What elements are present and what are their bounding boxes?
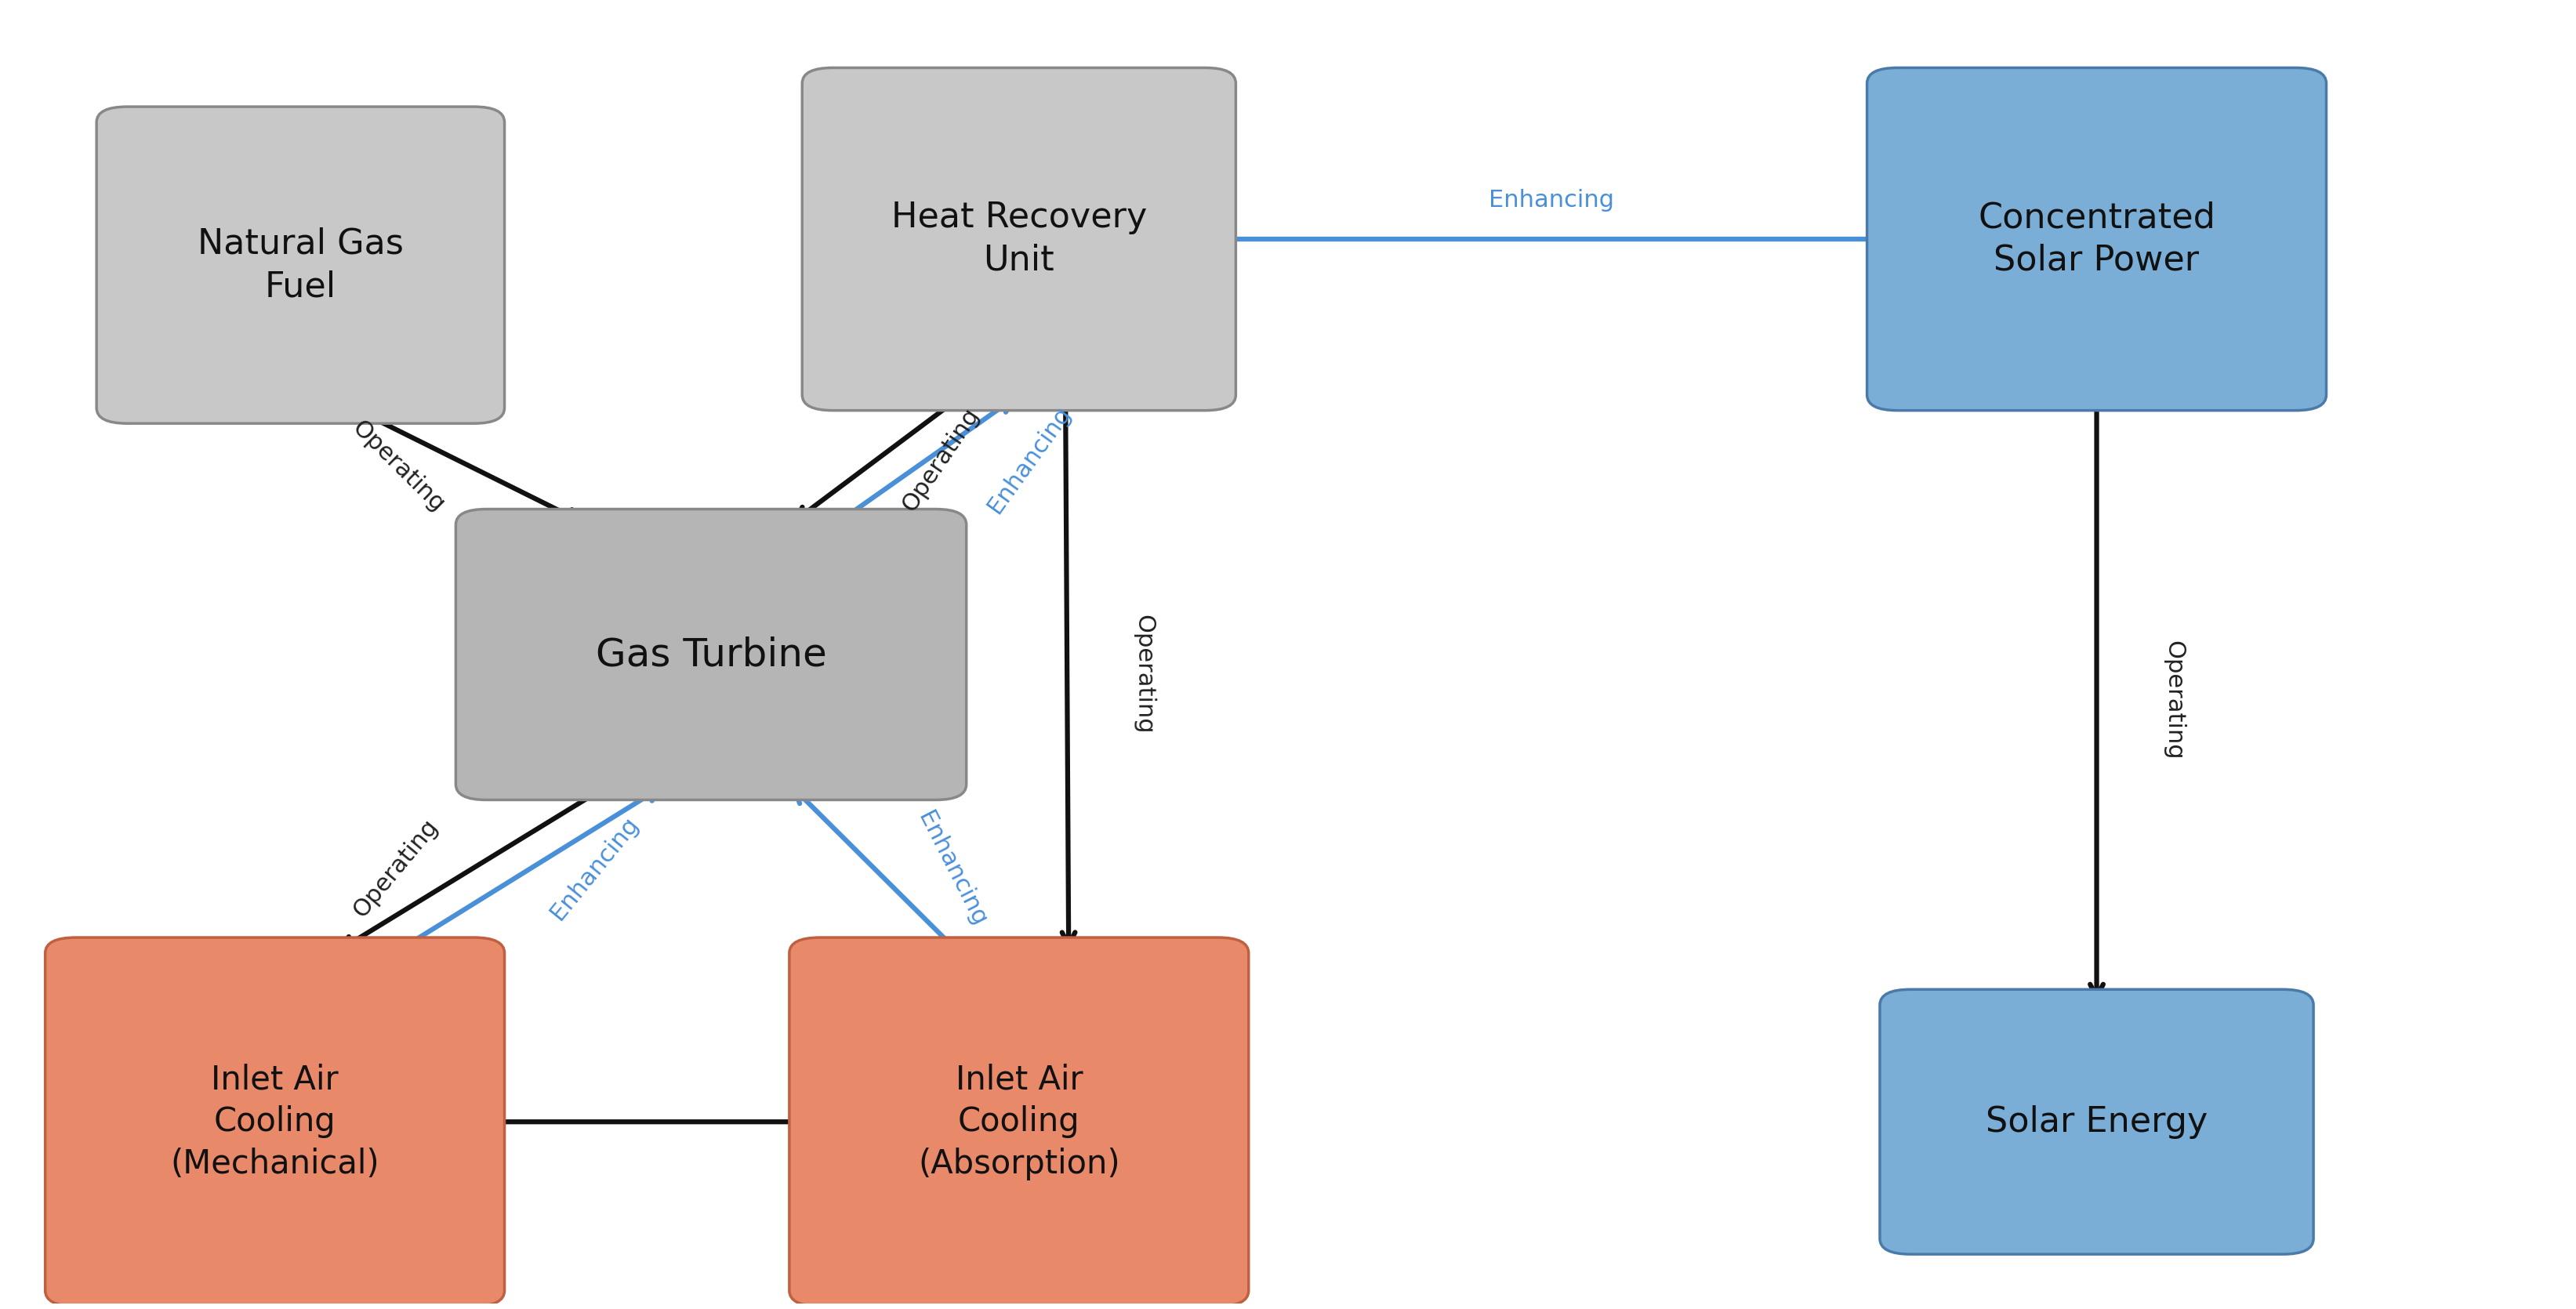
Text: Enhancing: Enhancing: [984, 402, 1074, 517]
Text: Inlet Air
Cooling
(Mechanical): Inlet Air Cooling (Mechanical): [170, 1063, 379, 1181]
Text: Enhancing: Enhancing: [546, 813, 641, 924]
Text: Operating: Operating: [1133, 614, 1154, 734]
FancyBboxPatch shape: [95, 107, 505, 423]
Text: Enhancing: Enhancing: [1489, 188, 1613, 212]
Text: Operating: Operating: [348, 416, 448, 516]
FancyBboxPatch shape: [456, 509, 966, 800]
FancyBboxPatch shape: [1880, 990, 2313, 1254]
Text: Gas Turbine: Gas Turbine: [595, 636, 827, 673]
Text: Concentrated
Solar Power: Concentrated Solar Power: [1978, 200, 2215, 278]
Text: Operating: Operating: [896, 404, 984, 516]
FancyBboxPatch shape: [788, 937, 1249, 1306]
Text: Solar Energy: Solar Energy: [1986, 1105, 2208, 1139]
Text: Inlet Air
Cooling
(Absorption): Inlet Air Cooling (Absorption): [917, 1063, 1121, 1181]
FancyBboxPatch shape: [46, 937, 505, 1306]
FancyBboxPatch shape: [801, 68, 1236, 411]
Text: Enhancing: Enhancing: [912, 808, 989, 929]
Text: Natural Gas
Fuel: Natural Gas Fuel: [198, 226, 404, 304]
Text: Heat Recovery
Unit: Heat Recovery Unit: [891, 200, 1146, 278]
Text: Operating: Operating: [348, 816, 443, 922]
Text: Operating: Operating: [2161, 640, 2184, 759]
FancyBboxPatch shape: [1868, 68, 2326, 411]
